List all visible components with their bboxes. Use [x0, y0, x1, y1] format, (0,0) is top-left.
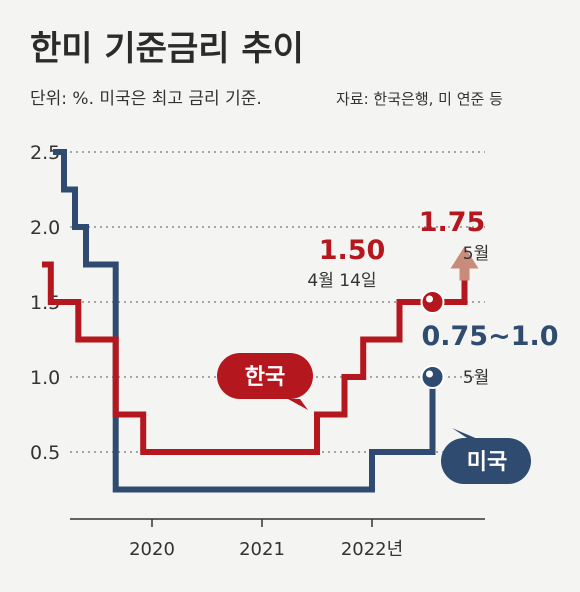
y-tick-label: 2.0 — [30, 217, 60, 239]
y-tick-label: 0.5 — [30, 442, 60, 464]
y-tick-label: 2.5 — [30, 142, 60, 164]
korea-april-value: 1.50 — [319, 235, 386, 266]
series-line-us — [53, 149, 436, 493]
korea-label-bubble: 한국 — [217, 353, 313, 410]
korea-hike-arrowhead — [450, 246, 479, 269]
y-tick-label: 1.0 — [30, 367, 60, 389]
chart-source: 자료: 한국은행, 미 연준 등 — [336, 90, 503, 108]
x-axis-ticks: 2020 2021 2022년 — [129, 519, 403, 560]
korea-hike-arrow-shaft — [459, 266, 470, 281]
series-line-korea — [42, 261, 433, 455]
us-end-marker-highlight — [426, 370, 433, 378]
end-markers — [420, 290, 445, 389]
x-tick-label: 2022년 — [341, 539, 403, 560]
korea-may-value: 1.75 — [419, 207, 486, 238]
us-may-value: 0.75~1.0 — [421, 321, 558, 352]
us-label-bubble: 미국 — [441, 428, 531, 484]
korea-april-date: 4월 14일 — [307, 271, 376, 291]
korea-end-marker — [420, 290, 445, 314]
korea-end-marker-highlight — [426, 295, 433, 303]
chart-title: 한미 기준금리 추이 — [30, 29, 304, 69]
us-may-date: 5월 — [463, 368, 489, 388]
x-tick-label: 2020 — [129, 539, 175, 560]
us-end-marker — [420, 365, 445, 389]
us-bubble-shape — [441, 428, 531, 484]
korea-series-label: 한국 — [245, 365, 285, 390]
x-tick-label: 2021 — [239, 539, 285, 560]
chart-subtitle: 단위: %. 미국은 최고 금리 기준. — [30, 89, 262, 109]
korea-bubble-shape — [217, 353, 313, 410]
korea-may-date: 5월 — [463, 244, 489, 264]
us-series-label: 미국 — [467, 450, 507, 475]
